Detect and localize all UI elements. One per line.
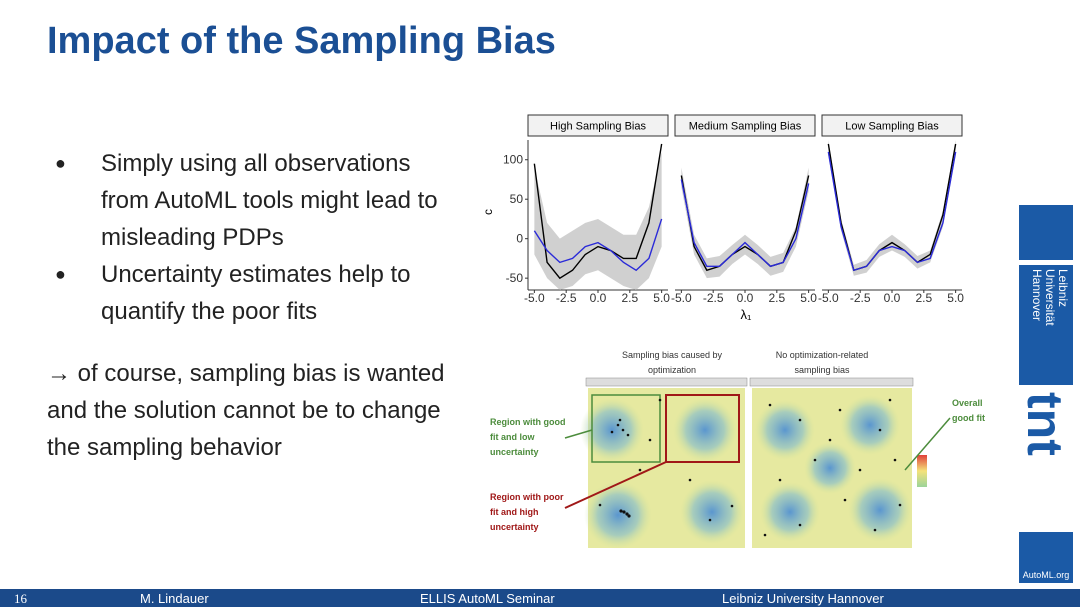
facet-strip [674, 114, 816, 137]
x-tick-label: -5.0 [818, 291, 839, 305]
annotation: Overall good fit [952, 398, 985, 423]
panel-title: Sampling bias caused by optimization [621, 350, 723, 375]
x-tick-label: 5.0 [800, 291, 817, 305]
x-tick-label: -2.5 [556, 291, 577, 305]
facet-strip [527, 114, 669, 137]
uncertainty-band [681, 167, 809, 279]
annotation: Region with good fit and low uncertainty [490, 417, 566, 457]
facet-title: High Sampling Bias [550, 121, 646, 133]
x-tick-label: 5.0 [653, 291, 670, 305]
footer: 16 M. Lindauer ELLIS AutoML Seminar Leib… [0, 589, 1080, 607]
x-tick-label: -5.0 [524, 291, 545, 305]
x-tick-label: 0.0 [884, 291, 901, 305]
bullet-list: Simply using all observations from AutoM… [55, 145, 465, 330]
line [533, 143, 663, 280]
logo-text: Universität [1043, 269, 1057, 326]
author: M. Lindauer [140, 591, 209, 606]
bullet: Simply using all observations from AutoM… [55, 145, 461, 256]
site: AutoML.org [1022, 570, 1070, 580]
x-tick-label: 2.5 [768, 291, 785, 305]
heatmap-right [749, 377, 927, 548]
institution: Leibniz University Hannover [722, 591, 884, 606]
y-axis-label: c [481, 209, 495, 215]
x-tick-label: -2.5 [703, 291, 724, 305]
note: → of course, sampling bias is wanted and… [47, 360, 445, 461]
bullet: Uncertainty estimates help to quantify t… [55, 256, 461, 330]
brand: tnt [1019, 392, 1073, 456]
facet-strip [821, 114, 963, 137]
y-tick-label: -50 [506, 271, 524, 285]
slide-title: Impact of the Sampling Bias [47, 20, 556, 62]
uncertainty-band [828, 140, 956, 276]
y-tick-label: 50 [510, 192, 524, 206]
event: ELLIS AutoML Seminar [420, 591, 555, 606]
x-axis-label: λ₁ [741, 307, 753, 322]
site-box: AutoML.org [1019, 532, 1073, 583]
facet-title: Medium Sampling Bias [689, 121, 802, 133]
logo-text: Hannover [1030, 269, 1044, 322]
annotation: Region with poor fit and high uncertaint… [490, 492, 564, 532]
y-tick-label: 0 [516, 232, 523, 246]
page-number: 16 [14, 591, 27, 606]
logo-text: Leibniz [1056, 269, 1070, 308]
line [680, 175, 810, 272]
line [680, 179, 810, 268]
logo-mark [1019, 205, 1073, 260]
logo-text-box: Leibniz Universität Hannover [1019, 265, 1073, 385]
annotation-lines [564, 417, 951, 509]
x-tick-label: 2.5 [621, 291, 638, 305]
facet-title: Low Sampling Bias [845, 121, 939, 133]
x-tick-label: 5.0 [947, 291, 964, 305]
uncertainty-band [534, 151, 662, 290]
line [533, 218, 663, 272]
x-tick-label: 0.0 [737, 291, 754, 305]
heatmap-left [580, 377, 748, 549]
x-tick-label: -2.5 [850, 291, 871, 305]
brand-box: tnt [1019, 392, 1073, 527]
y-tick-label: 100 [503, 153, 523, 167]
panel-title: No optimization-related sampling bias [775, 350, 869, 375]
x-tick-label: -5.0 [671, 291, 692, 305]
line [827, 151, 957, 272]
x-tick-label: 0.0 [590, 291, 607, 305]
x-tick-label: 2.5 [915, 291, 932, 305]
